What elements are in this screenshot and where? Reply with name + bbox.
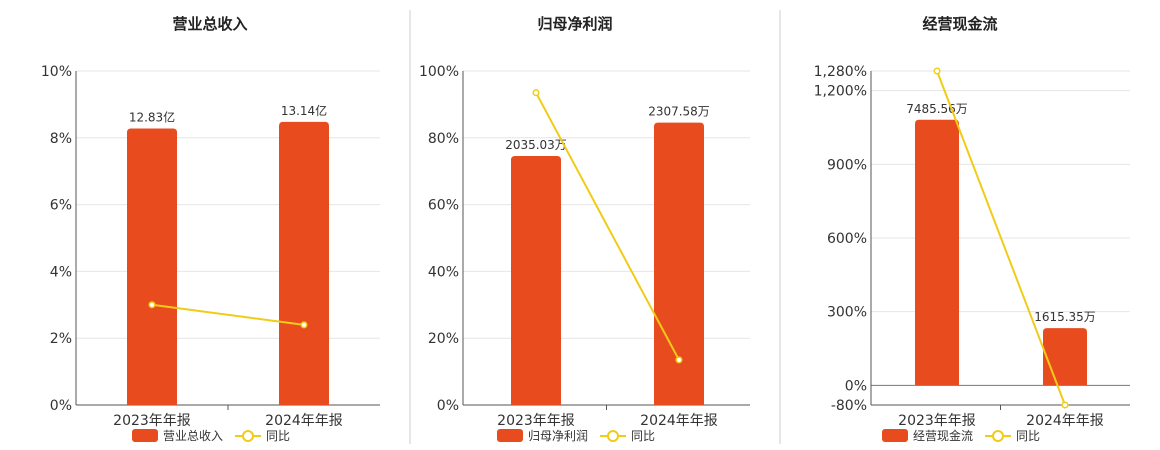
y-tick-label: 10%	[41, 64, 72, 80]
legend-line-marker	[607, 430, 619, 442]
legend-line-label: 同比	[1016, 429, 1040, 443]
y-tick-label: -80%	[831, 398, 867, 414]
bar-value-label: 12.83亿	[129, 110, 175, 125]
yoy-point	[933, 67, 941, 75]
yoy-point	[1061, 401, 1069, 409]
legend-bar-swatch	[497, 429, 523, 442]
bar-value-label: 1615.35万	[1034, 310, 1096, 324]
bar	[511, 156, 561, 405]
y-tick-label: 0%	[845, 378, 867, 394]
bar-value-label: 7485.56万	[906, 102, 968, 116]
bar-value-label: 13.14亿	[281, 103, 327, 118]
x-tick-label: 2024年年报	[265, 413, 343, 429]
y-tick-label: 1,200%	[814, 84, 867, 100]
legend-line-label: 同比	[631, 429, 655, 443]
yoy-point	[148, 301, 156, 309]
x-tick-label: 2023年年报	[497, 413, 575, 429]
chart-panel: 归母净利润 0% 20% 40% 60% 80% 100% 2035.03万 2307.58万 2…	[419, 15, 750, 443]
y-tick-label: 300%	[827, 305, 867, 321]
yoy-line	[535, 92, 680, 361]
legend-line-marker	[992, 430, 1004, 442]
legend-bar-label: 营业总收入	[163, 429, 223, 443]
bar	[1043, 328, 1087, 385]
legend-line-label: 同比	[266, 429, 290, 443]
y-tick-label: 40%	[428, 264, 459, 280]
y-tick-label: 20%	[428, 331, 459, 347]
y-tick-label: 100%	[419, 64, 459, 80]
y-tick-label: 60%	[428, 198, 459, 214]
yoy-point	[532, 89, 540, 97]
yoy-line	[936, 70, 1066, 406]
bar	[915, 119, 959, 386]
y-tick-label: 0%	[437, 398, 459, 414]
y-tick-label: 900%	[827, 157, 867, 173]
legend-line-marker	[242, 430, 254, 442]
legend-bar-swatch	[132, 429, 158, 442]
bar	[279, 121, 329, 406]
y-tick-label: 6%	[50, 198, 72, 214]
y-tick-label: 8%	[50, 131, 72, 147]
bar-value-label: 2035.03万	[505, 138, 567, 152]
bar	[127, 128, 177, 406]
x-tick-label: 2024年年报	[640, 413, 718, 429]
y-tick-label: 0%	[50, 398, 72, 414]
chart-title: 经营现金流	[922, 15, 997, 33]
bar-value-label: 2307.58万	[648, 105, 710, 119]
legend: 营业总收入 同比	[132, 429, 290, 443]
y-tick-label: 1,280%	[814, 64, 867, 80]
x-tick-label: 2023年年报	[113, 413, 191, 429]
y-tick-label: 2%	[50, 331, 72, 347]
x-tick-label: 2023年年报	[898, 413, 976, 429]
legend: 经营现金流 同比	[882, 428, 1040, 443]
legend-bar-label: 经营现金流	[913, 428, 973, 443]
x-tick-label: 2024年年报	[1026, 413, 1104, 429]
legend-bar-label: 归母净利润	[528, 429, 588, 443]
yoy-point	[300, 321, 308, 329]
chart-panel: 营业总收入 0% 2% 4% 6% 8% 10% 12.83亿 13.14亿 2023年年报 202…	[41, 15, 380, 443]
legend: 归母净利润 同比	[497, 429, 655, 443]
bar	[654, 122, 704, 405]
chart-title: 营业总收入	[172, 15, 247, 33]
chart-panel: 经营现金流 -80% 0% 300% 600% 900% 1,200% 1,280% 7485.…	[814, 15, 1130, 443]
y-tick-label: 80%	[428, 131, 459, 147]
chart-title: 归母净利润	[537, 15, 612, 33]
y-tick-label: 600%	[827, 231, 867, 247]
yoy-line	[151, 303, 305, 326]
y-tick-label: 4%	[50, 264, 72, 280]
legend-bar-swatch	[882, 429, 908, 442]
yoy-point	[675, 356, 683, 364]
